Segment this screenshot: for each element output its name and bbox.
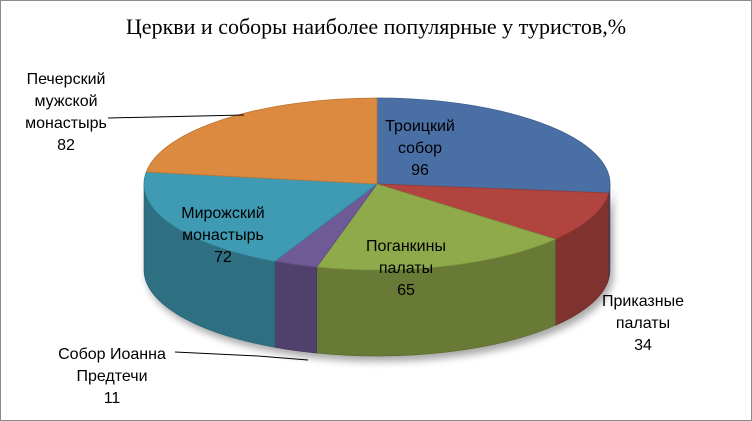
slice-label-3: Собор Иоанна Предтечи 11 bbox=[58, 346, 166, 407]
slice-name-4: Мирожский bbox=[181, 205, 264, 222]
slice-value-2: 65 bbox=[397, 282, 415, 299]
slice-value-1: 34 bbox=[634, 337, 652, 354]
slice-label-4: Мирожский монастырь 72 bbox=[181, 205, 264, 266]
slice-name-2: палаты bbox=[379, 260, 433, 277]
slice-name-3: Собор Иоанна bbox=[58, 346, 166, 363]
slice-name-5: Печерский bbox=[27, 71, 106, 88]
pie-slice-5 bbox=[145, 97, 378, 185]
leader-line-3 bbox=[174, 351, 309, 361]
leader-line-5 bbox=[107, 114, 245, 119]
slice-value-5: 82 bbox=[57, 137, 75, 154]
slice-name-1: палаты bbox=[616, 315, 670, 332]
slice-label-1: Приказные палаты 34 bbox=[602, 293, 684, 354]
slice-name-0: Троицкий bbox=[385, 118, 455, 135]
slice-label-2: Поганкины палаты 65 bbox=[366, 238, 446, 299]
pie-slice-0 bbox=[376, 97, 611, 194]
slice-name-2: Поганкины bbox=[366, 238, 446, 255]
slice-value-4: 72 bbox=[214, 249, 232, 266]
pie-slice-2 bbox=[315, 183, 557, 271]
pie-side-3 bbox=[274, 260, 317, 354]
slice-name-3: Предтечи bbox=[76, 368, 147, 385]
pie-slice-4 bbox=[143, 171, 379, 262]
slice-name-0: собор bbox=[398, 140, 442, 157]
pie-slice-1 bbox=[376, 183, 610, 240]
slice-value-0: 96 bbox=[411, 162, 429, 179]
slice-name-1: Приказные bbox=[602, 293, 684, 310]
slice-label-5: Печерский мужской монастырь 82 bbox=[25, 71, 107, 154]
chart-title: Церкви и соборы наиболее популярные у ту… bbox=[125, 14, 627, 39]
slice-name-5: монастырь bbox=[25, 115, 107, 132]
slice-value-3: 11 bbox=[104, 390, 121, 407]
slice-label-0: Троицкий собор 96 bbox=[385, 118, 455, 179]
slice-name-5: мужской bbox=[34, 93, 97, 110]
slice-name-4: монастырь bbox=[182, 227, 264, 244]
